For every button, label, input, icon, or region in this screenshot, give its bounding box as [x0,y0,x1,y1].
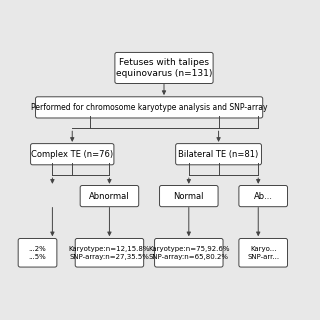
Text: Karyotype:n=12,15.8%
SNP-array:n=27,35.5%: Karyotype:n=12,15.8% SNP-array:n=27,35.5… [69,246,150,260]
FancyBboxPatch shape [176,144,261,165]
Text: Abnormal: Abnormal [89,192,130,201]
Text: Karyotype:n=75,92.6%
SNP-array:n=65,80.2%: Karyotype:n=75,92.6% SNP-array:n=65,80.2… [148,246,229,260]
Text: Complex TE (n=76): Complex TE (n=76) [31,150,113,159]
FancyBboxPatch shape [155,238,223,267]
Text: ...2%
...5%: ...2% ...5% [29,246,46,260]
FancyBboxPatch shape [31,144,114,165]
FancyBboxPatch shape [18,238,57,267]
FancyBboxPatch shape [36,97,263,118]
Text: Karyo...
SNP-arr...: Karyo... SNP-arr... [247,246,279,260]
FancyBboxPatch shape [115,52,213,84]
Text: Performed for chromosome karyotype analysis and SNP-array: Performed for chromosome karyotype analy… [31,103,268,112]
Text: Fetuses with talipes
equinovarus (n=131): Fetuses with talipes equinovarus (n=131) [116,58,212,78]
FancyBboxPatch shape [75,238,144,267]
Text: Normal: Normal [173,192,204,201]
Text: Bilateral TE (n=81): Bilateral TE (n=81) [179,150,259,159]
FancyBboxPatch shape [160,186,218,207]
FancyBboxPatch shape [80,186,139,207]
FancyBboxPatch shape [239,186,287,207]
Text: Ab...: Ab... [254,192,273,201]
FancyBboxPatch shape [239,238,287,267]
